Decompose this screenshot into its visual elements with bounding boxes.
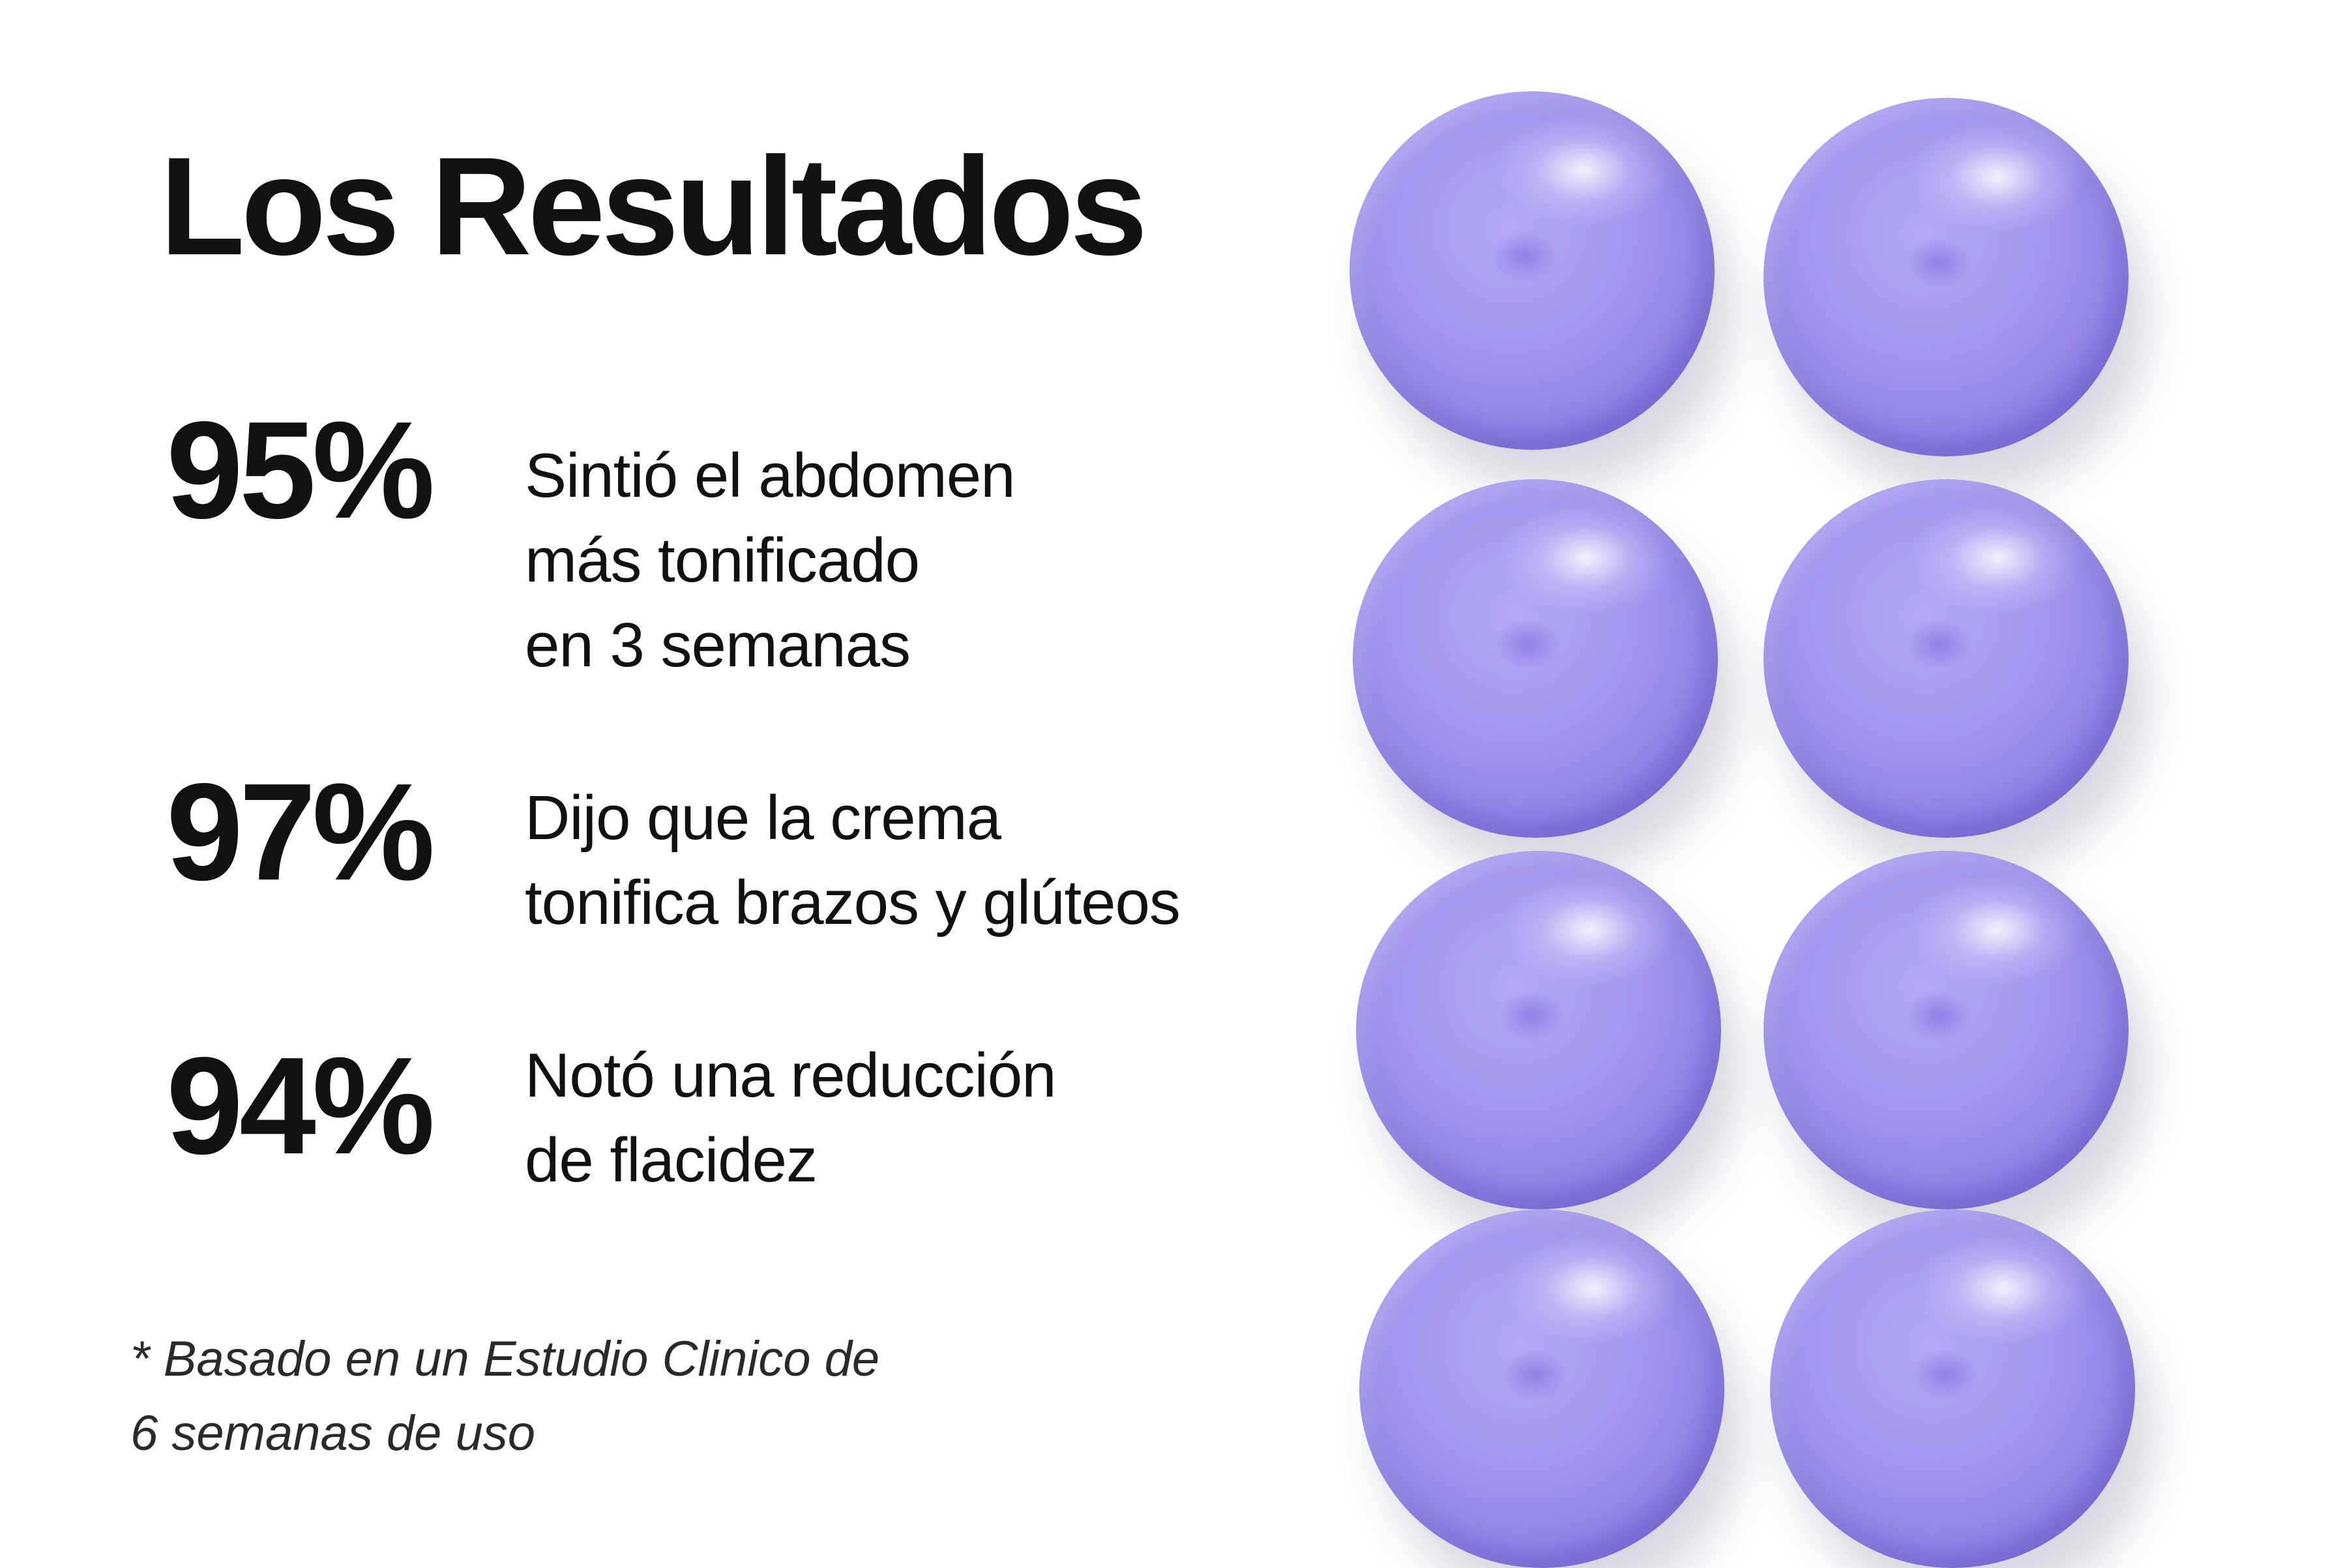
cream-swatch [1356,851,1721,1209]
stat-description-line: tonifica brazos y glúteos [525,868,1181,938]
stat-description-line: Sintió el abdomen [525,441,1016,510]
stat-description-line: Notó una reducción [525,1041,1057,1110]
cream-swatch [1764,479,2129,838]
stat-description: Notó una reducción de flacidez [525,1033,1057,1203]
cream-swatch [1764,851,2129,1209]
stat-description-line: en 3 semanas [525,610,911,680]
cream-swatch [1770,1209,2135,1568]
footnote-line: * Basado en un Estudio Clinico de [130,1331,880,1387]
stat-percent: 94% [166,1028,435,1183]
stat-description-line: más tonificado [525,525,920,595]
cream-swatch [1764,98,2129,456]
stat-description-line: Dijo que la crema [525,783,1001,853]
footnote: * Basado en un Estudio Clinico de 6 sema… [130,1322,879,1471]
page-title: Los Resultados [160,128,1147,284]
cream-swatch [1353,479,1718,838]
stat-description: Sintió el abdomen más tonificado en 3 se… [525,434,1016,688]
stat-percent: 97% [166,754,435,909]
cream-swatch [1350,91,1715,450]
footnote-line: 6 semanas de uso [130,1406,536,1461]
stat-description: Dijo que la crema tonifica brazos y glút… [525,776,1181,945]
cream-swatch [1359,1209,1724,1568]
stat-percent: 95% [166,392,435,547]
stat-description-line: de flacidez [525,1125,818,1195]
